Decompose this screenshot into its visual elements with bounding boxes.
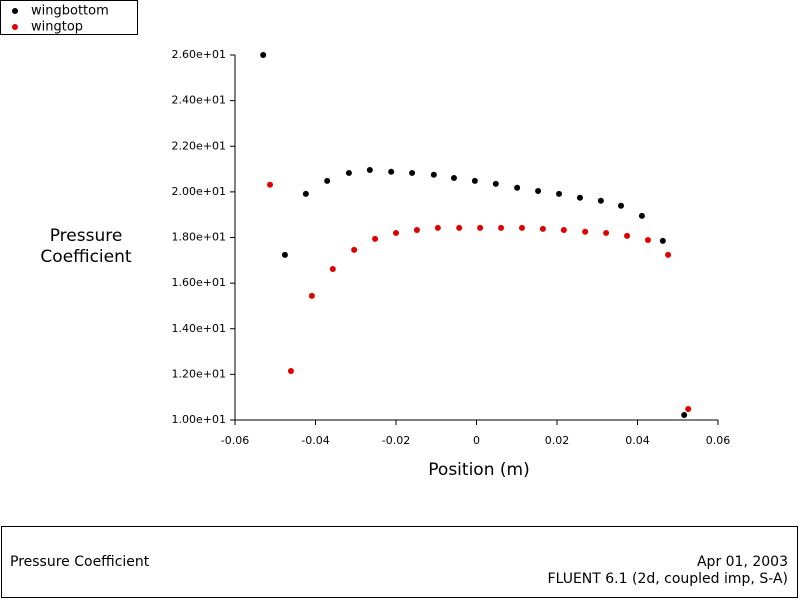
point: [597, 197, 604, 204]
point: [514, 184, 521, 191]
point: [471, 177, 478, 184]
point: [351, 246, 358, 253]
point: [518, 224, 525, 231]
point: [576, 194, 583, 201]
y-tick-label: 1.00e+01: [172, 413, 226, 426]
y-tick-label: 1.40e+01: [172, 322, 226, 335]
legend-label: wingtop: [31, 20, 83, 35]
legend-marker: [12, 8, 18, 14]
point: [665, 251, 672, 258]
x-tick-label: 0.04: [625, 434, 650, 447]
point: [430, 171, 437, 178]
point: [535, 187, 542, 194]
point: [556, 190, 563, 197]
footer-date: Apr 01, 2003: [697, 554, 788, 570]
legend-label: wingbottom: [31, 4, 109, 19]
point: [498, 224, 505, 231]
x-tick-label: -0.02: [382, 434, 410, 447]
point: [603, 229, 610, 236]
point: [260, 52, 267, 58]
y-tick-label: 1.60e+01: [172, 276, 226, 289]
point: [409, 169, 416, 176]
y-tick-label: 2.60e+01: [172, 48, 226, 61]
footer-title: Pressure Coefficient: [10, 554, 150, 570]
x-tick-label: 0: [473, 434, 480, 447]
y-tick-label: 2.00e+01: [172, 185, 226, 198]
point: [617, 202, 624, 209]
point: [329, 265, 336, 272]
x-axis-label: Position (m): [428, 460, 529, 480]
point: [539, 225, 546, 232]
point: [685, 406, 692, 413]
y-axis-label: Pressure Coefficient: [40, 226, 132, 267]
y-tick-label: 1.20e+01: [172, 367, 226, 380]
point: [345, 169, 352, 176]
point: [638, 212, 645, 219]
footer-box: [1, 526, 798, 598]
legend-box: [0, 0, 138, 35]
point: [324, 177, 331, 184]
point: [372, 235, 379, 242]
x-tick-label: -0.06: [221, 434, 249, 447]
point: [560, 226, 567, 233]
legend-marker: [12, 24, 18, 30]
point: [450, 174, 457, 181]
point: [492, 180, 499, 187]
point: [644, 237, 651, 244]
y-tick-label: 2.20e+01: [172, 139, 226, 152]
point: [624, 232, 631, 239]
x-tick-label: -0.04: [301, 434, 329, 447]
point: [413, 226, 420, 233]
point: [281, 251, 288, 258]
x-tick-label: 0.02: [545, 434, 570, 447]
point: [681, 411, 688, 418]
point: [267, 181, 274, 188]
x-tick-label: 0.06: [706, 434, 731, 447]
point: [308, 292, 315, 299]
point: [302, 190, 309, 197]
point: [582, 228, 589, 235]
point: [456, 224, 463, 231]
point: [393, 229, 399, 236]
point: [287, 367, 294, 374]
point: [366, 166, 373, 173]
footer-solver: FLUENT 6.1 (2d, coupled imp, S-A): [548, 571, 788, 587]
y-tick-label: 2.40e+01: [172, 94, 226, 107]
point: [434, 224, 441, 231]
point: [388, 168, 395, 175]
point: [659, 237, 666, 244]
y-tick-label: 1.80e+01: [172, 231, 226, 244]
point: [477, 224, 484, 231]
